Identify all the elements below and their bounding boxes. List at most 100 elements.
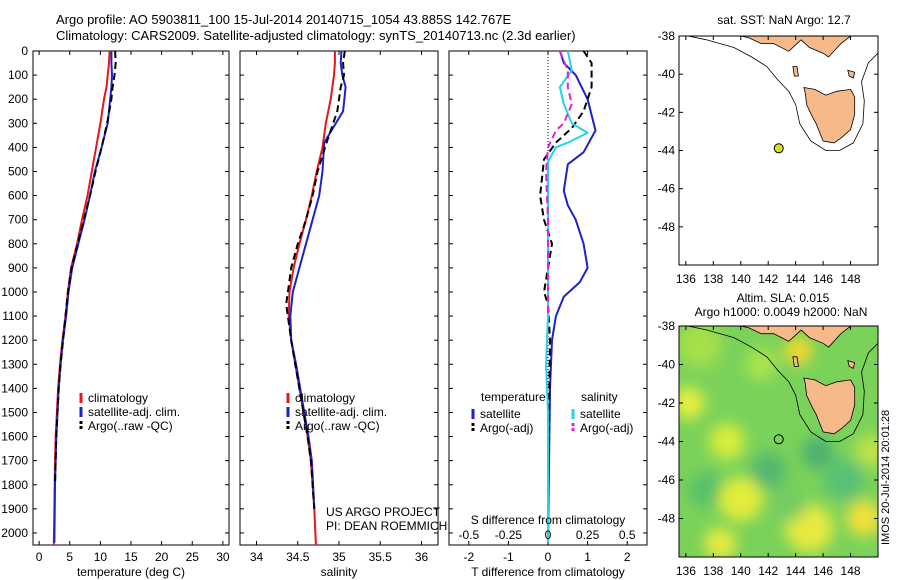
sst_map-land-tasmania [803, 87, 856, 144]
sla_map-lon-label: 144 [786, 564, 806, 578]
sst_map-argo-marker [773, 143, 784, 154]
timestamp-stamp: IMOS 20-Jul-2014 20:01:28 [880, 409, 892, 545]
temperature-xtick-label: 10 [94, 550, 108, 564]
salinity-xtick-label: 36 [415, 550, 429, 564]
project-annotation: US ARGO PROJECT [326, 505, 441, 519]
sla-anomaly-blob [745, 348, 778, 381]
sst_map-lon-label: 142 [758, 272, 778, 286]
sla-anomaly-blob [704, 527, 737, 557]
depth-tick-label: 400 [8, 140, 28, 154]
pi-annotation: PI: DEAN ROEMMICH [326, 519, 447, 533]
difference-xlabel: T difference from climatology [471, 565, 625, 579]
temperature-series-satellite-adj-clim- [53, 51, 113, 543]
salinity-xlabel: salinity [321, 565, 358, 579]
sst_map-lat-label: -48 [658, 220, 676, 234]
difference-series-salinity-satellite [545, 50, 589, 543]
depth-tick-label: 1500 [1, 405, 28, 419]
sst_map-lat-label: -38 [658, 29, 676, 43]
sst_map-lat-label: -40 [658, 67, 676, 81]
sla_map-lat-label: -48 [658, 512, 676, 526]
diff-legend-label: Argo(-adj) [580, 421, 633, 435]
sla-anomaly-blob [709, 423, 746, 460]
sla_map-land-flinders-island [847, 360, 856, 369]
sla-map-title-line1: Altim. SLA: 0.015 [737, 291, 830, 305]
depth-tick-label: 1100 [2, 309, 28, 323]
sst_map-lon-label: 144 [786, 272, 806, 286]
salinity-legend-label: Argo(..raw -QC) [295, 419, 380, 433]
depth-tick-label: 500 [8, 164, 28, 178]
diff-s-tick-label: 0 [545, 528, 552, 542]
sla_map-argo-marker [773, 434, 784, 445]
profile-title: Argo profile: AO 5903811_100 15-Jul-2014… [56, 12, 512, 27]
difference-series-salinity-argo-adj- [545, 50, 573, 317]
sst_map-lon-label: 146 [813, 272, 833, 286]
sst_map-shelf-contour [686, 36, 878, 151]
depth-tick-label: 800 [8, 237, 28, 251]
diff-s-tick-label: -0.5 [458, 528, 479, 542]
temperature-axes-frame [32, 50, 230, 546]
sla_map-lon-label: 138 [703, 564, 723, 578]
sla_map-lon-label: 146 [813, 564, 833, 578]
sst_map-lon-label: 140 [731, 272, 751, 286]
sla_map-panel: 136 138 140 142 144 146 148 -38 -40 -42 -44 -46 -48 A… [658, 291, 879, 578]
difference-xtick-label: 1 [584, 550, 591, 564]
depth-tick-label: 1400 [1, 381, 28, 395]
difference-series-temperature-argo-adj- [539, 50, 593, 485]
depth-tick-label: 2000 [1, 526, 28, 540]
depth-tick-label: 700 [8, 213, 28, 227]
salinity-xtick-label: 34 [250, 550, 264, 564]
sla-anomaly-blob [823, 460, 864, 500]
sla-anomaly-blob [846, 500, 878, 537]
diff-s-tick-label: -0.25 [495, 528, 523, 542]
sst_map-land-king-island [792, 66, 799, 77]
diff-legend-label: Argo(-adj) [480, 421, 533, 435]
sst_map-land-flinders-island [847, 69, 856, 79]
temperature-xtick-label: 25 [186, 550, 200, 564]
diff-legend-label: satellite [480, 407, 521, 421]
sst_map-panel: 136 138 140 142 144 146 148 -38 -40 -42 -44 -46 -48 s… [658, 13, 879, 286]
salinity-axes-frame [239, 50, 439, 546]
temperature-xlabel: temperature (deg C) [77, 565, 185, 579]
temperature-xtick-label: 5 [66, 550, 73, 564]
sla-field-anomalies [679, 326, 878, 557]
sla-anomaly-blob [718, 477, 763, 522]
climatology-title: Climatology: CARS2009. Satellite-adjuste… [56, 28, 576, 43]
depth-tick-label: 1700 [1, 454, 28, 468]
depth-tick-label: 300 [8, 116, 28, 130]
depth-tick-label: 200 [8, 92, 28, 106]
diff-top-xlabel: S difference from climatology [471, 513, 626, 527]
sst_map-lon-label: 148 [841, 272, 861, 286]
sst-map-title: sat. SST: NaN Argo: 12.7 [717, 13, 851, 27]
sst_map-lon-label: 138 [703, 272, 723, 286]
salinity-series-argo-raw-qc- [285, 50, 346, 509]
depth-tick-label: 1800 [1, 478, 28, 492]
salinity-xtick-label: 35 [332, 550, 346, 564]
salinity-xtick-label: 34.5 [286, 550, 310, 564]
salinity-legend-label: satellite-adj. clim. [295, 405, 387, 419]
sst_map-land-mainland [729, 36, 852, 58]
difference-xtick-label: 0 [545, 550, 552, 564]
salinity-legend-label: climatology [295, 391, 355, 405]
temperature-xtick-label: 20 [155, 550, 169, 564]
depth-tick-label: 100 [8, 68, 28, 82]
temperature-legend-label: Argo(..raw -QC) [88, 419, 173, 433]
salinity-xtick-label: 35.5 [369, 550, 393, 564]
sla_map-land-king-island [792, 356, 799, 367]
diff-legend-title-temperature: temperature [481, 390, 546, 404]
sla_map-lon-label: 136 [676, 564, 696, 578]
difference-series-temperature-satellite [547, 50, 597, 543]
sla_map-lon-label: 142 [758, 564, 778, 578]
sla_map-lon-label: 140 [731, 564, 751, 578]
diff-legend-label: satellite [580, 407, 621, 421]
sla-anomaly-blob [784, 337, 813, 366]
sla-anomaly-blob [855, 435, 878, 468]
sla_map-land-tasmania [803, 377, 856, 435]
sla_map-lat-label: -42 [658, 396, 676, 410]
depth-tick-label: 1300 [1, 357, 28, 371]
sla-anomaly-blob [679, 326, 722, 368]
sla_map-shelf-contour [686, 326, 878, 442]
diff-s-tick-label: 0.25 [576, 528, 600, 542]
difference-panel: -2 -1 0 1 2T difference from climatology temp… [448, 50, 648, 579]
difference-xtick-label: -2 [463, 550, 474, 564]
depth-tick-label: 600 [8, 189, 28, 203]
